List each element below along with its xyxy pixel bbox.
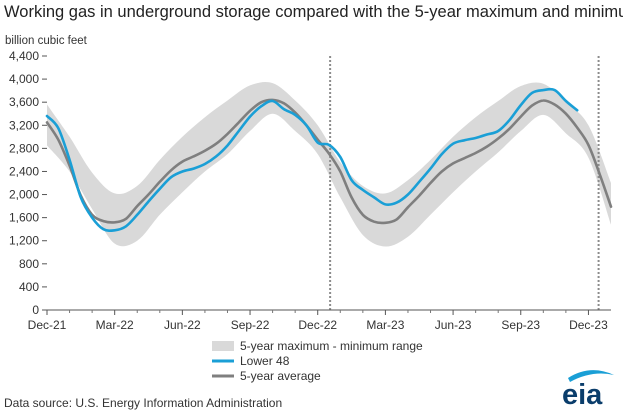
y-tick-label: 1,200 [9, 234, 39, 248]
y-tick-label: 2,800 [9, 141, 39, 155]
x-tick-label: Mar-22 [96, 318, 134, 332]
x-tick-label: Jun-23 [435, 318, 472, 332]
series-line-5-year-average [45, 98, 613, 225]
x-tick-label: Dec-23 [569, 318, 608, 332]
eia-logo-icon: eia [562, 370, 614, 410]
y-tick-label: 3,600 [9, 95, 39, 109]
y-tick-label: 4,000 [9, 72, 39, 86]
legend-entry: Lower 48 [240, 354, 290, 368]
y-tick-label: 4,400 [9, 49, 39, 63]
y-tick-label: 3,200 [9, 118, 39, 132]
x-tick-label: Sep-23 [501, 318, 540, 332]
source-note: Data source: U.S. Energy Information Adm… [4, 396, 283, 410]
legend-swatch-band [212, 341, 234, 351]
series-line-lower-48 [45, 87, 579, 233]
band-area [47, 81, 611, 247]
x-tick-label: Jun-22 [164, 318, 201, 332]
line-layer [45, 87, 613, 233]
legend-entry: 5-year maximum - minimum range [240, 339, 423, 353]
band-layer [47, 81, 611, 247]
y-tick-label: 800 [19, 257, 39, 271]
x-tick-label: Sep-22 [231, 318, 270, 332]
x-tick-label: Mar-23 [366, 318, 404, 332]
storage-chart: billion cubic feet 0 400 800 1,200 1,600 2,00… [5, 35, 613, 383]
y-tick-label: 2,000 [9, 188, 39, 202]
y-tick-label: 400 [19, 280, 39, 294]
y-tick-label: 2,400 [9, 164, 39, 178]
y-tick-label: 1,600 [9, 211, 39, 225]
x-tick-label: Dec-21 [28, 318, 67, 332]
eia-logo-swoosh [568, 370, 614, 382]
legend-entry: 5-year average [240, 369, 321, 383]
axes: 0 400 800 1,200 1,600 2,000 2,400 2,800 3,200 3,6… [9, 49, 611, 332]
chart-title: Working gas in underground storage compa… [4, 3, 623, 21]
eia-logo-text: eia [562, 379, 603, 410]
y-axis-unit-label: billion cubic feet [5, 35, 88, 47]
y-tick-label: 0 [32, 303, 39, 317]
x-tick-label: Dec-22 [298, 318, 337, 332]
